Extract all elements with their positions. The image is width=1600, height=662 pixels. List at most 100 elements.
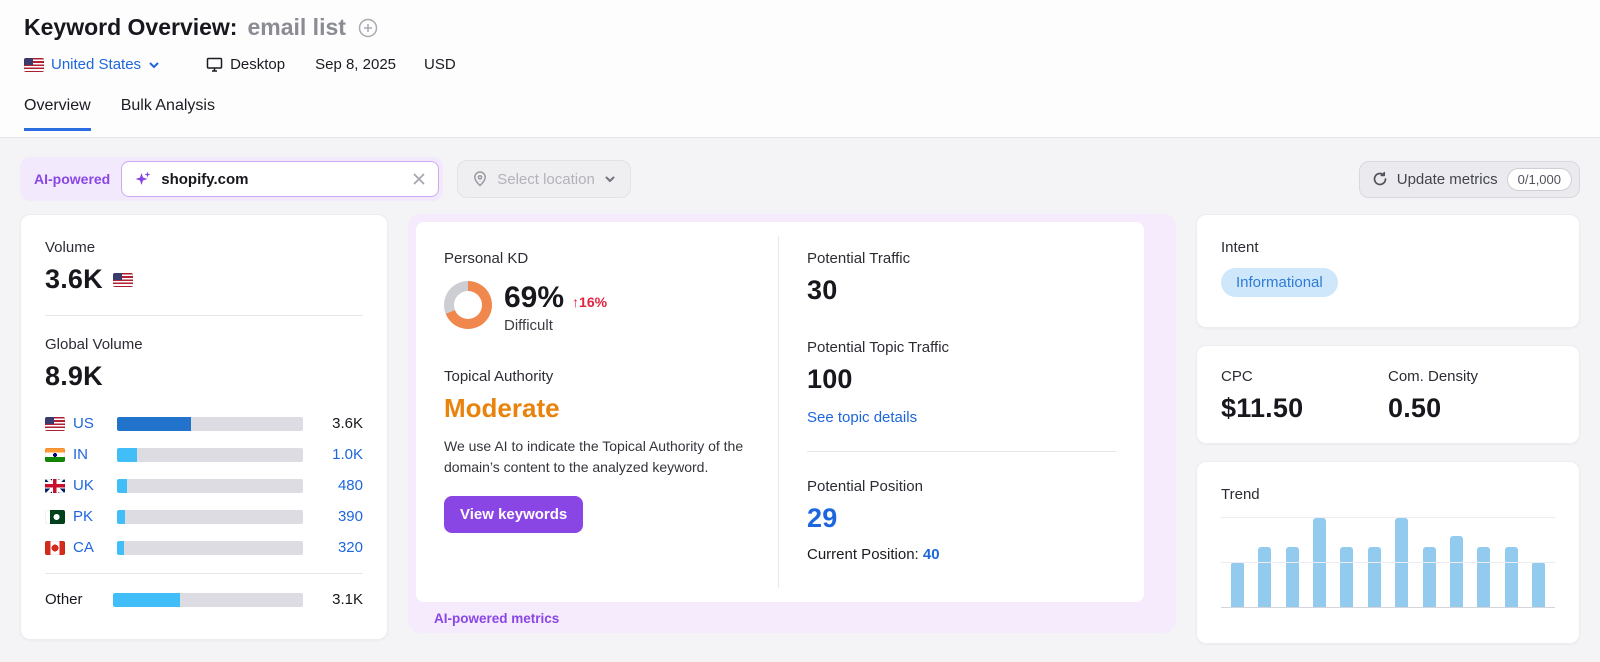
- cpc-card: CPC $11.50 Com. Density 0.50: [1196, 345, 1580, 444]
- trend-bar: [1367, 547, 1381, 607]
- country-volume-value[interactable]: 480: [337, 477, 363, 494]
- chart-gridline: [1221, 517, 1555, 518]
- trend-bar: [1258, 547, 1272, 607]
- personal-kd-column: Personal KD 69% ↑16% Difficult Topical A…: [416, 222, 778, 602]
- kd-percent: 69%: [504, 281, 565, 314]
- country-row: CA 320: [45, 532, 363, 563]
- trend-bar: [1449, 535, 1463, 607]
- location-select[interactable]: Select location: [457, 160, 631, 198]
- volume-bar-track: [113, 592, 303, 607]
- uk-flag-icon: [45, 478, 65, 493]
- topical-authority-description: We use AI to indicate the Topical Author…: [444, 438, 744, 475]
- clear-input-icon[interactable]: [412, 172, 426, 186]
- current-position: Current Position: 40: [807, 546, 1116, 563]
- cpc-value: $11.50: [1221, 393, 1304, 423]
- tab-overview[interactable]: Overview: [24, 97, 91, 131]
- country-code[interactable]: CA: [73, 539, 94, 556]
- tab-bulk-analysis[interactable]: Bulk Analysis: [120, 97, 215, 114]
- country-volume-value[interactable]: 320: [337, 539, 363, 556]
- potential-column: Potential Traffic 30 Potential Topic Tra…: [779, 222, 1144, 602]
- divider: [45, 315, 363, 316]
- topical-authority-label: Topical Authority: [444, 368, 554, 385]
- update-metrics-label: Update metrics: [1396, 170, 1498, 188]
- quota-badge: 0/1,000: [1506, 167, 1572, 191]
- domain-input-value: shopify.com: [161, 170, 249, 188]
- country-volume-value[interactable]: 390: [337, 508, 363, 525]
- country-volume-value: 3.1K: [332, 591, 363, 608]
- trend-bar: [1231, 561, 1244, 607]
- chevron-down-icon: [605, 176, 615, 183]
- potential-topic-traffic-label: Potential Topic Traffic: [807, 339, 950, 356]
- intent-card: Intent Informational: [1196, 214, 1580, 328]
- pk-flag-icon: [45, 509, 65, 524]
- meta-row: United States Desktop Sep 8, 2025 USD: [24, 56, 1576, 73]
- com-density-value: 0.50: [1388, 393, 1442, 423]
- country-volume-value: 3.6K: [332, 415, 363, 432]
- device-label: Desktop: [230, 56, 286, 73]
- chevron-down-icon: [149, 62, 159, 68]
- cpc-label: CPC: [1221, 368, 1253, 385]
- country-row: IN 1.0K: [45, 439, 363, 470]
- analyzed-keyword: email list: [247, 14, 346, 40]
- us-flag-icon: [45, 416, 65, 431]
- currency-label: USD: [424, 56, 456, 73]
- country-code[interactable]: PK: [73, 508, 94, 525]
- ai-powered-label: AI-powered: [34, 171, 111, 187]
- country-code[interactable]: US: [73, 415, 94, 432]
- see-topic-details-link[interactable]: See topic details: [807, 409, 918, 426]
- volume-bar-track: [117, 447, 303, 462]
- update-metrics-button[interactable]: Update metrics 0/1,000: [1358, 160, 1580, 198]
- cards-row: Volume 3.6K Global Volume 8.9K US 3.6K IN 1…: [20, 214, 1584, 644]
- volume-bar-fill: [117, 509, 126, 524]
- divider: [45, 573, 363, 574]
- vertical-divider: [778, 236, 779, 588]
- trend-bar: [1422, 547, 1436, 607]
- country-code[interactable]: UK: [73, 477, 94, 494]
- trend-bar: [1531, 561, 1545, 607]
- global-volume-value: 8.9K: [45, 361, 103, 391]
- country-code: Other: [45, 591, 83, 608]
- sparkle-icon: [135, 171, 151, 185]
- trend-bar-chart: [1221, 517, 1555, 608]
- volume-label: Volume: [45, 239, 96, 256]
- divider: [807, 451, 1116, 452]
- country-distribution-list: US 3.6K IN 1.0K UK 480 PK 390 CA 320 Other 3.1K: [45, 408, 363, 615]
- volume-bar-track: [117, 416, 303, 431]
- in-flag-icon: [45, 447, 65, 462]
- kd-change: ↑16%: [572, 294, 608, 310]
- add-keyword-icon[interactable]: [358, 18, 378, 38]
- location-pin-icon: [474, 171, 487, 187]
- country-selector[interactable]: United States: [24, 56, 160, 73]
- volume-bar-track: [117, 478, 303, 493]
- trend-bar: [1504, 547, 1518, 607]
- country-row: US 3.6K: [45, 408, 363, 439]
- us-flag-icon: [112, 272, 133, 287]
- topical-authority-value: Moderate: [444, 393, 560, 423]
- chart-gridline: [1221, 562, 1555, 563]
- volume-bar-fill: [117, 416, 192, 431]
- tab-bar: Overview Bulk Analysis: [24, 97, 1576, 131]
- location-select-placeholder: Select location: [497, 170, 595, 188]
- intent-label: Intent: [1221, 239, 1259, 256]
- country-row: UK 480: [45, 470, 363, 501]
- us-flag-icon: [24, 57, 44, 72]
- refresh-icon: [1373, 171, 1387, 186]
- ai-powered-search-wrap: AI-powered shopify.com: [20, 157, 444, 201]
- potential-traffic-value: 30: [807, 275, 838, 305]
- potential-traffic-label: Potential Traffic: [807, 250, 911, 267]
- intent-badge[interactable]: Informational: [1221, 268, 1338, 297]
- current-position-value[interactable]: 40: [922, 546, 940, 563]
- country-volume-value[interactable]: 1.0K: [332, 446, 363, 463]
- current-position-label: Current Position:: [807, 546, 919, 563]
- volume-bar-fill: [117, 447, 138, 462]
- ai-powered-metrics-footer: AI-powered metrics: [434, 611, 560, 626]
- page-title: Keyword Overview:: [24, 14, 238, 40]
- domain-input[interactable]: shopify.com: [121, 161, 440, 197]
- volume-bar-fill: [117, 478, 128, 493]
- view-keywords-button[interactable]: View keywords: [444, 496, 584, 533]
- right-column: Intent Informational CPC $11.50 Com. Den…: [1196, 214, 1580, 644]
- country-code[interactable]: IN: [73, 446, 88, 463]
- global-volume-label: Global Volume: [45, 336, 143, 353]
- volume-value: 3.6K: [45, 264, 103, 294]
- trend-label: Trend: [1221, 486, 1260, 503]
